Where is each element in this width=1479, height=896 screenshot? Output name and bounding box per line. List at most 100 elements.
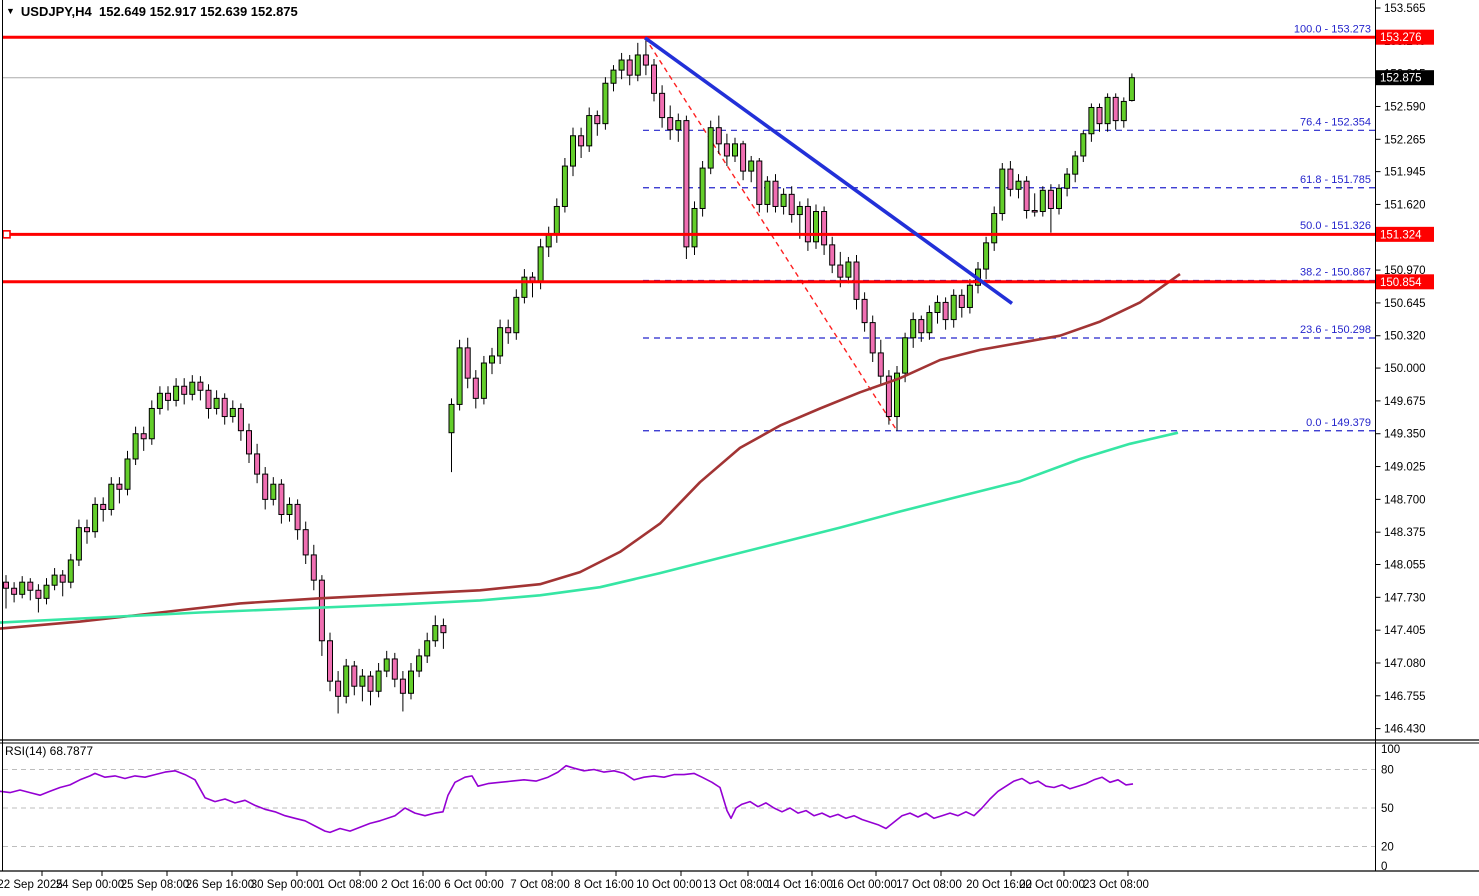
candle-bullish [845, 261, 852, 278]
rsi-panel[interactable]: 100 80 50 20 0 [0, 744, 1400, 873]
candle-bullish [813, 211, 819, 243]
horizontal-lines[interactable] [2, 35, 1375, 284]
candle-bearish [237, 407, 244, 432]
candle-bullish [999, 168, 1006, 215]
candle-bullish [124, 458, 131, 490]
candle-bullish [764, 180, 771, 205]
candle-bearish [1023, 180, 1030, 212]
candle-bearish [885, 375, 892, 418]
candle-bullish [343, 665, 350, 697]
rsi-scale-label: 20 [1381, 841, 1394, 853]
line-selection-handle[interactable] [2, 230, 11, 239]
fib-level-label: 61.8 - 151.785 [1300, 174, 1371, 186]
candle-bullish [545, 234, 552, 248]
candle-bearish [861, 298, 868, 324]
candle-bullish [707, 127, 714, 169]
candle-bearish [27, 581, 34, 591]
fib-level-label: 38.2 - 150.867 [1300, 266, 1371, 278]
price-axis-label: 146.755 [1384, 691, 1426, 703]
candle-bullish [148, 407, 155, 440]
candle-bearish [723, 143, 730, 157]
candle-bearish [788, 193, 795, 216]
candle-bullish [1128, 77, 1135, 102]
price-axis-label: 146.430 [1384, 724, 1426, 736]
candle-bullish [796, 205, 803, 216]
candle-bearish [294, 503, 301, 531]
candle-bullish [748, 160, 755, 172]
candle-bullish [108, 483, 115, 510]
candle-bearish [351, 665, 358, 687]
candle-bearish [440, 625, 447, 634]
candle-bullish [983, 242, 990, 270]
price-badge-text: 151.324 [1380, 229, 1422, 241]
candle-bearish [205, 389, 212, 409]
candle-bearish [772, 180, 779, 207]
candle-bullish [432, 625, 439, 642]
rsi-line[interactable] [0, 764, 1134, 834]
candle-bullish [456, 347, 463, 405]
price-axis-label: 148.375 [1384, 527, 1426, 539]
candle-bearish [821, 211, 828, 246]
chart-dropdown-icon[interactable]: ▼ [6, 6, 15, 16]
candle-bearish [1096, 106, 1103, 125]
candle-bullish [570, 135, 576, 167]
time-axis-label: 1 Oct 08:00 [318, 879, 377, 891]
candle-bearish [367, 675, 374, 692]
time-axis-label: 2 Oct 16:00 [381, 879, 440, 891]
time-axis-label: 17 Oct 08:00 [896, 879, 962, 891]
candle-bearish [310, 554, 317, 581]
candle-bullish [926, 312, 933, 334]
ma-slow-line[interactable] [0, 431, 1179, 624]
candle-bullish [75, 527, 82, 561]
price-axis-label: 151.620 [1384, 199, 1426, 211]
fib-baseline[interactable] [644, 37, 898, 432]
time-axis-label: 16 Oct 00:00 [831, 879, 897, 891]
price-axis-label: 150.970 [1384, 265, 1426, 277]
candle-bullish [618, 59, 625, 71]
candle-bullish [1088, 106, 1095, 135]
ma-fast-line[interactable] [0, 273, 1181, 630]
price-axis-label: 153.565 [1384, 3, 1426, 15]
candle-bearish [100, 503, 107, 510]
candle-bullish [359, 675, 366, 687]
candle-bullish [586, 115, 593, 147]
candle-bullish [602, 82, 609, 125]
candle-bearish [302, 529, 309, 556]
price-axis-label: 152.265 [1384, 134, 1426, 146]
candle-bullish [537, 246, 544, 283]
price-axis[interactable]: 153.565153.240152.915152.590152.265151.9… [1375, 0, 1435, 871]
candle-bullish [1039, 189, 1046, 213]
candle-bullish [934, 301, 941, 314]
candle-bullish [894, 372, 900, 418]
candle-bearish [35, 589, 42, 599]
candle-bearish [327, 640, 333, 682]
candle-bearish [278, 483, 285, 516]
descending-trendline[interactable] [643, 36, 1014, 305]
candle-bullish [19, 581, 26, 595]
candle-bearish [140, 433, 147, 440]
fib-level-label: 0.0 - 149.379 [1306, 417, 1371, 429]
fib-level-label: 76.4 - 152.354 [1300, 116, 1371, 128]
price-badge [1376, 70, 1434, 86]
candle-bullish [43, 584, 50, 599]
candle-bullish [67, 559, 74, 583]
candle-bearish [254, 453, 261, 475]
candle-bullish [910, 319, 917, 339]
price-badge [1376, 29, 1434, 45]
fib-level-label: 50.0 - 151.326 [1300, 220, 1371, 232]
candle-bullish [408, 670, 414, 694]
fib-level-label: 23.6 - 150.298 [1300, 324, 1371, 336]
time-axis-label: 20 Oct 16:00 [966, 879, 1032, 891]
candle-bearish [1112, 96, 1119, 122]
candle-bullish [1015, 180, 1022, 190]
candle-bullish [51, 574, 58, 586]
candle-bearish [318, 579, 325, 642]
price-axis-label: 148.700 [1384, 494, 1426, 506]
candle-bearish [683, 120, 690, 248]
time-axis-label: 8 Oct 16:00 [574, 879, 633, 891]
rsi-scale-label: 100 [1381, 744, 1400, 756]
candle-bearish [221, 397, 228, 418]
time-axis-label: 14 Oct 16:00 [767, 879, 833, 891]
